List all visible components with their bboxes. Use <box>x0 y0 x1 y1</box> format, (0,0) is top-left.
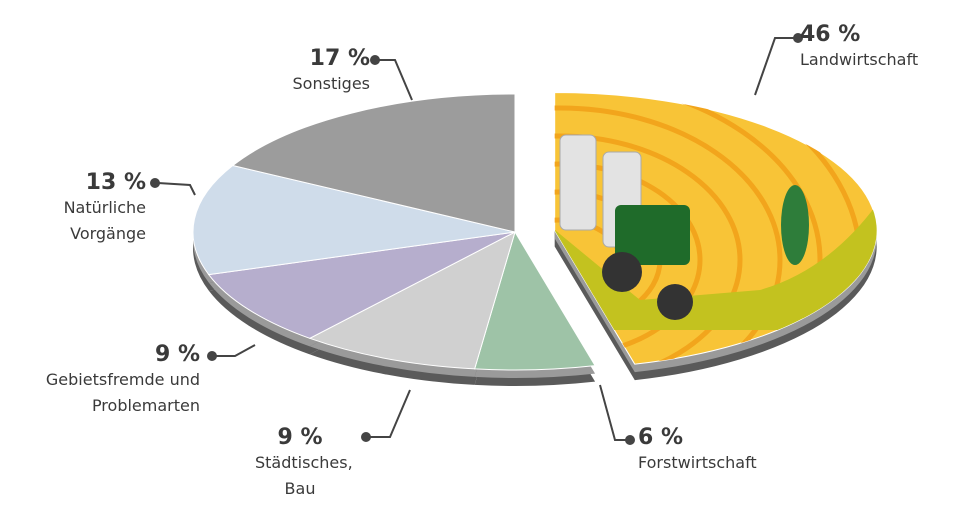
tractor <box>615 205 690 265</box>
leader-lines <box>150 33 803 445</box>
value-label: 9 % <box>277 425 323 450</box>
category-label: Forstwirtschaft <box>638 453 757 472</box>
slice-label: 13 % Natürliche Vorgänge <box>20 170 146 247</box>
slice <box>192 164 516 276</box>
slice-label: 46 % Landwirtschaft <box>800 22 954 73</box>
slice-label: 9 % Gebietsfremde und Problemarten <box>0 342 200 419</box>
slice <box>207 231 516 339</box>
meadow <box>555 200 877 330</box>
category-label: Sonstiges <box>292 74 370 93</box>
silo <box>559 134 597 231</box>
category-label: Städtisches, Bau <box>255 453 353 498</box>
furrow <box>554 105 783 365</box>
value-label: 6 % <box>638 425 684 450</box>
wheel <box>657 284 693 320</box>
furrow <box>554 133 743 365</box>
category-label: Gebietsfremde und Problemarten <box>45 370 200 415</box>
value-label: 13 % <box>85 170 146 195</box>
value-label: 9 % <box>154 342 200 367</box>
category-label: Natürliche Vorgänge <box>63 198 146 243</box>
slice <box>231 93 516 233</box>
furrow <box>554 92 823 365</box>
slice-label: 6 % Forstwirtschaft <box>638 425 798 476</box>
wheel <box>602 252 642 292</box>
category-label: Landwirtschaft <box>800 50 919 69</box>
value-label: 17 % <box>309 46 370 71</box>
slice <box>308 231 516 370</box>
tree <box>781 185 809 265</box>
slice <box>473 230 596 371</box>
slice-label: 9 % Städtisches, Bau <box>240 425 360 502</box>
pie <box>192 91 878 387</box>
slice-label: 17 % Sonstiges <box>250 46 370 97</box>
value-label: 46 % <box>800 22 861 47</box>
